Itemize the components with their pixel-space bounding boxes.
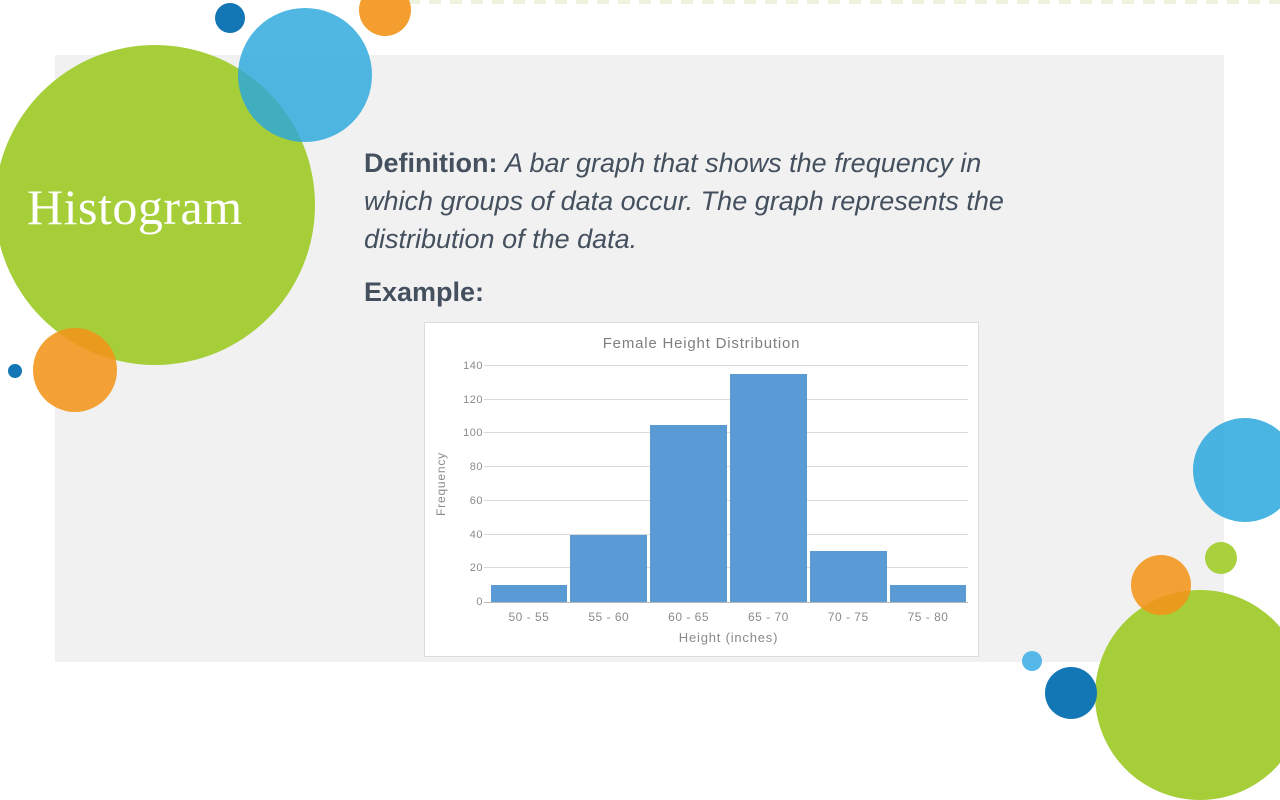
x-tick-label: 60 - 65 [668,610,709,624]
example-label: Example: [364,277,485,307]
histogram-example-chart: Female Height Distribution Frequency 0 20… [424,322,979,657]
orange-circle-decoration-left [33,328,117,412]
y-tick-label: 60 [469,494,483,507]
light-blue-circle-decoration-right [1193,418,1280,522]
orange-circle-decoration-bottom [1131,555,1191,615]
x-tick-label: 65 - 70 [747,610,789,624]
chart-title: Female Height Distribution [602,335,801,352]
dark-blue-dot-decoration-left [8,364,22,378]
x-tick-label: 70 - 75 [827,610,869,624]
x-tick-label: 55 - 60 [588,610,630,624]
gridline-120 [484,398,968,400]
histogram-bar-65 - 70 [730,374,807,602]
histogram-bar-75 - 80 [889,585,967,602]
histogram-bar-60 - 65 [650,425,727,602]
light-blue-dot-decoration-bottom [1022,651,1042,671]
x-axis-title: Height (inches) [678,630,779,645]
top-dashed-strip [408,0,1280,4]
gridline-140 [484,365,968,366]
definition-body: A bar graph that shows the frequency in … [364,148,1004,254]
definition-label: Definition: [364,148,498,178]
chart-plot-area [484,365,968,603]
dark-blue-circle-decoration-bottom [1045,667,1097,719]
y-tick-label: 40 [469,528,483,541]
y-axis-tick-labels: 0 20 40 60 80 100 120 140 [425,360,483,608]
x-tick-label: 50 - 55 [508,610,550,624]
orange-circle-decoration-top [359,0,411,36]
histogram-bar-55 - 60 [570,534,648,602]
x-tick-label: 75 - 80 [907,610,949,624]
y-tick-label: 120 [463,393,483,406]
y-tick-label: 140 [463,360,483,372]
dark-blue-circle-decoration-top [215,3,245,33]
green-dot-decoration-right [1205,542,1237,574]
histogram-bar-50 - 55 [490,585,568,602]
light-blue-circle-decoration-top [238,8,372,142]
y-tick-label: 100 [463,427,483,440]
slide-title: Histogram [27,179,243,235]
definition-paragraph: Definition: A bar graph that shows the f… [364,144,1054,258]
y-tick-label: 0 [476,596,483,608]
histogram-bar-70 - 75 [809,551,887,602]
x-axis-tick-labels: 50 - 55 55 - 60 60 - 65 65 - 70 70 - 75 75 - … [489,610,968,624]
y-tick-label: 80 [469,461,483,474]
zero-tick-mark [484,602,489,603]
y-tick-label: 20 [469,562,483,575]
